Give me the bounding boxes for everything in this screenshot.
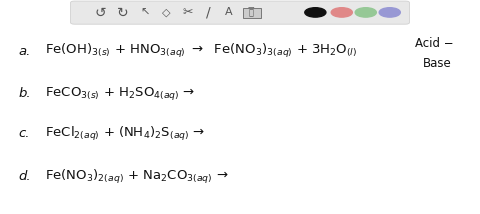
Text: d.: d. [18,170,31,183]
Text: b.: b. [18,87,31,100]
Text: ◇: ◇ [162,7,171,17]
Text: FeCO$_{3(s)}$ + H$_2$SO$_{4(aq)}$ →: FeCO$_{3(s)}$ + H$_2$SO$_{4(aq)}$ → [45,85,195,102]
Text: Fe(OH)$_{3(s)}$ + HNO$_{3(aq)}$ $\rightarrow$  Fe(NO$_3$)$_{3(aq)}$ + 3H$_2$O$_{: Fe(OH)$_{3(s)}$ + HNO$_{3(aq)}$ $\righta… [45,42,357,60]
FancyBboxPatch shape [71,1,409,24]
Circle shape [355,8,376,17]
Text: FeCl$_{2(aq)}$ + (NH$_4$)$_2$S$_{(aq)}$ →: FeCl$_{2(aq)}$ + (NH$_4$)$_2$S$_{(aq)}$ … [45,125,205,143]
Text: ↺: ↺ [95,5,107,19]
Text: ⛰: ⛰ [249,8,254,17]
Text: Base: Base [422,57,451,70]
Circle shape [379,8,400,17]
FancyBboxPatch shape [243,8,261,18]
Text: A: A [225,7,232,17]
Text: a.: a. [18,45,31,58]
Circle shape [305,8,326,17]
Text: /: / [206,5,211,19]
Circle shape [331,8,352,17]
Text: 🖼: 🖼 [247,7,254,17]
Text: ↖: ↖ [140,7,150,17]
Text: Acid −: Acid − [415,37,454,50]
Text: c.: c. [18,127,30,140]
Text: Fe(NO$_3$)$_{2(aq)}$ + Na$_2$CO$_{3(aq)}$ →: Fe(NO$_3$)$_{2(aq)}$ + Na$_2$CO$_{3(aq)}… [45,168,228,186]
Text: ✂: ✂ [183,6,193,19]
Text: ↻: ↻ [117,5,128,19]
